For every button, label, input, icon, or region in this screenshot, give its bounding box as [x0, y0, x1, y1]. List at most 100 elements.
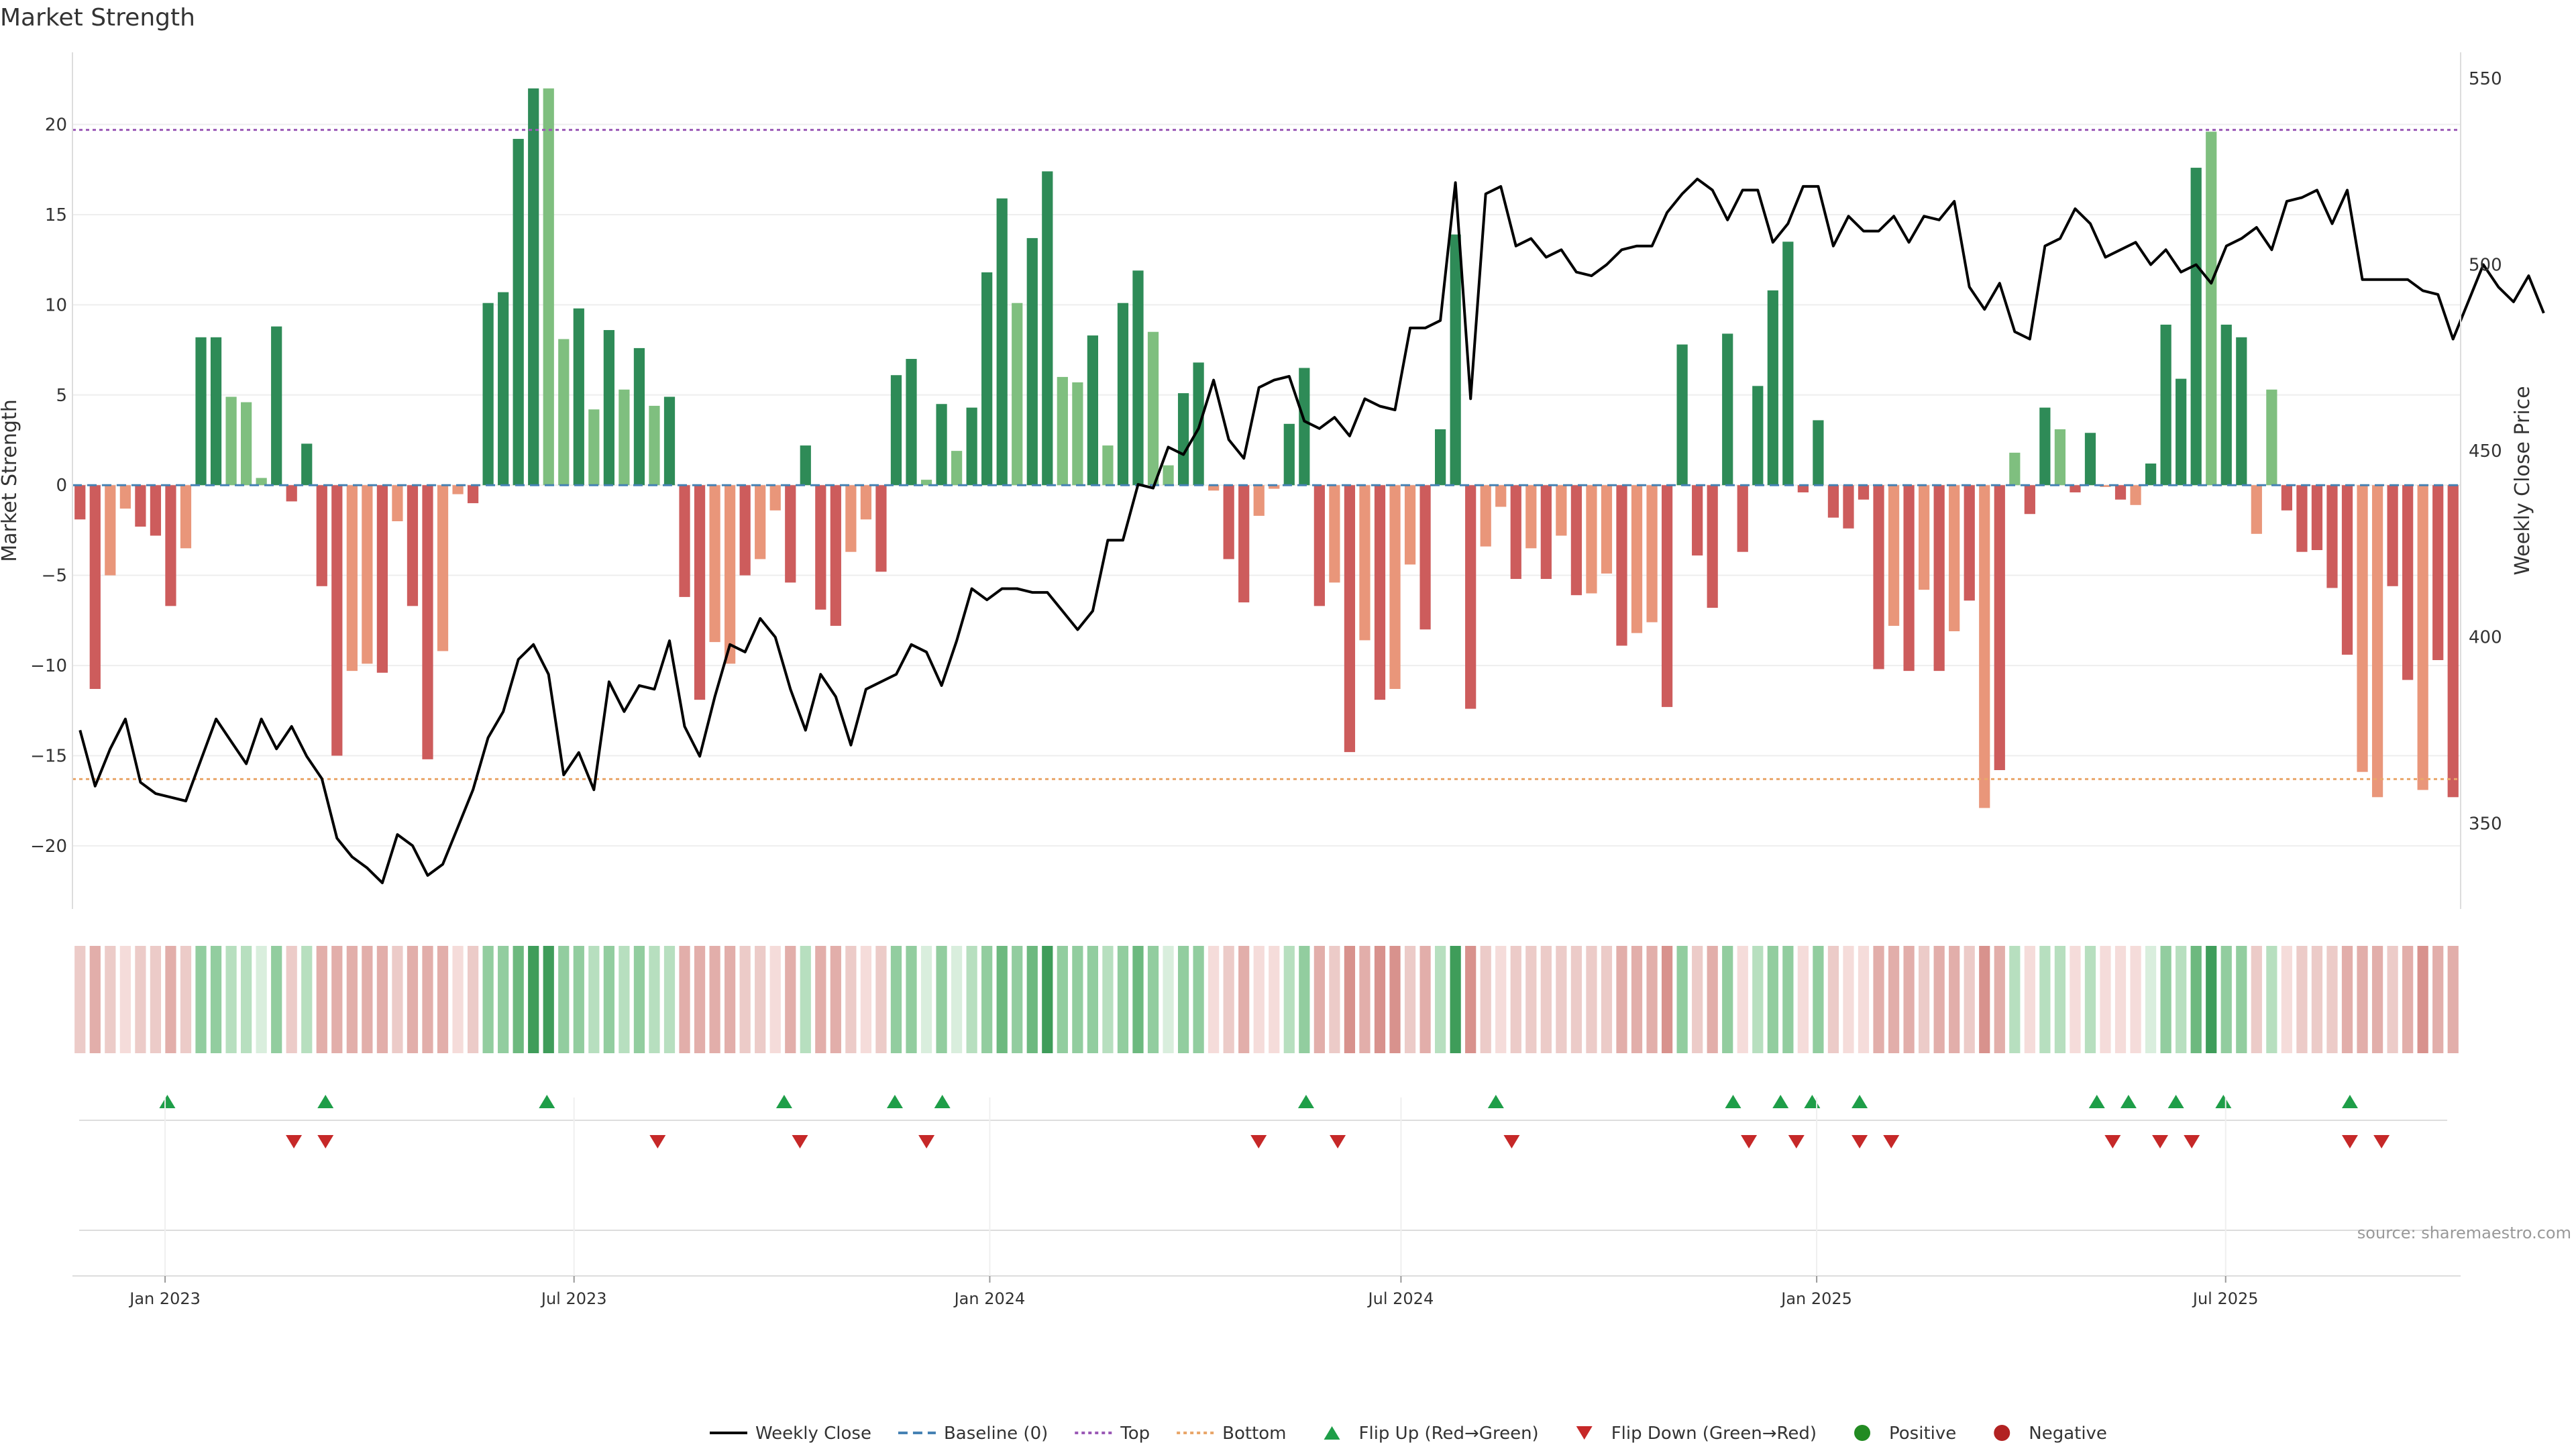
- weekly-close-series: [78, 177, 2545, 885]
- heatmap-cell: [1601, 946, 1613, 1053]
- strength-bar: [890, 375, 902, 486]
- strength-bar: [482, 303, 494, 486]
- strength-bar: [1283, 423, 1295, 486]
- heatmap-cell: [407, 946, 419, 1053]
- strength-bar: [1329, 485, 1340, 583]
- strength-bar: [2357, 485, 2368, 772]
- heatmap-cell: [1419, 946, 1431, 1053]
- x-tick-label: Jan 2024: [953, 1289, 1026, 1308]
- legend-item: Negative: [1994, 1424, 2107, 1444]
- strength-bar: [1026, 237, 1038, 486]
- heatmap-cell: [1299, 946, 1310, 1053]
- heatmap-cell: [362, 946, 373, 1053]
- legend-positive-swatch: [1854, 1425, 1871, 1441]
- heatmap-cell: [271, 946, 282, 1053]
- heatmap-cell: [2084, 946, 2096, 1053]
- heatmap-cell: [906, 946, 917, 1053]
- strength-bar: [1072, 382, 1083, 486]
- heatmap-cell: [482, 946, 494, 1053]
- strength-bar: [2160, 324, 2171, 486]
- strength-bar: [1616, 485, 1627, 646]
- heatmap-cell: [936, 946, 947, 1053]
- heatmap-cell: [1147, 946, 1159, 1053]
- strength-bar: [1163, 465, 1174, 486]
- heatmap-cell: [2266, 946, 2277, 1053]
- heatmap-cell: [1495, 946, 1507, 1053]
- flip-up-marker: [934, 1095, 951, 1108]
- strength-bar: [875, 485, 887, 572]
- legend-label: Baseline (0): [944, 1424, 1048, 1444]
- strength-bar: [2266, 389, 2277, 486]
- strength-bar: [2326, 485, 2338, 588]
- heatmap-cell: [376, 946, 388, 1053]
- heatmap-cell: [1117, 946, 1129, 1053]
- strength-bar: [301, 443, 313, 486]
- heatmap-cell: [2054, 946, 2066, 1053]
- strength-bar: [2432, 485, 2444, 660]
- heatmap-cell: [739, 946, 751, 1053]
- y-tick-label: 10: [45, 295, 67, 315]
- strength-bar: [195, 337, 207, 486]
- heatmap-cell: [452, 946, 464, 1053]
- strength-bar: [271, 326, 282, 486]
- strength-bar: [1646, 485, 1658, 623]
- heatmap-cell: [150, 946, 162, 1053]
- x-tick-label: Jul 2023: [540, 1289, 607, 1308]
- heatmap-cell: [1540, 946, 1552, 1053]
- strength-bar: [1389, 485, 1401, 690]
- strength-bar: [694, 485, 706, 700]
- strength-bar: [1631, 485, 1643, 633]
- heatmap-cell: [1949, 946, 1960, 1053]
- y-tick-label: 20: [45, 115, 67, 136]
- strength-bar: [755, 485, 766, 559]
- strength-bar: [573, 308, 584, 486]
- strength-bar: [633, 347, 645, 486]
- strength-bar: [2402, 485, 2414, 680]
- heatmap-cell: [1404, 946, 1416, 1053]
- strength-bar: [1782, 241, 1794, 486]
- heatmap-cell: [1737, 946, 1748, 1053]
- heatmap-cell: [1253, 946, 1265, 1053]
- strength-bar: [1994, 485, 2005, 770]
- flip-up-marker: [2215, 1095, 2232, 1108]
- heatmap-cell: [1994, 946, 2005, 1053]
- heatmap-cell: [165, 946, 176, 1053]
- heatmap-cell: [603, 946, 614, 1053]
- strength-bar: [2236, 337, 2247, 486]
- strength-bar: [709, 485, 720, 643]
- strength-bar: [1435, 429, 1446, 486]
- heatmap-cell: [1313, 946, 1325, 1053]
- strength-bar: [2251, 485, 2262, 534]
- heatmap-cell: [331, 946, 343, 1053]
- strength-bar: [1193, 362, 1204, 486]
- strength-bar: [165, 485, 176, 606]
- strength-bar: [1223, 485, 1234, 559]
- strength-bar: [407, 485, 419, 606]
- heatmap-cell: [633, 946, 645, 1053]
- strength-bar: [210, 337, 222, 486]
- strength-bar: [1465, 485, 1477, 709]
- strength-bar: [1404, 485, 1416, 565]
- heatmap-cell: [1827, 946, 1839, 1053]
- y-tick-label: 5: [56, 386, 67, 406]
- flip-up-marker: [1772, 1095, 1789, 1108]
- strength-bar: [2114, 485, 2127, 500]
- heatmap-cell: [210, 946, 222, 1053]
- x-tick-label: Jul 2024: [1367, 1289, 1434, 1308]
- flip-up-marker: [2120, 1095, 2137, 1108]
- strength-bar: [739, 485, 751, 576]
- strength-bar: [1767, 290, 1778, 486]
- strength-bar: [815, 485, 826, 610]
- strength-bar: [1843, 485, 1854, 529]
- heatmap-cell: [1933, 946, 1945, 1053]
- heatmap-cell: [2387, 946, 2398, 1053]
- strength-bar: [1570, 485, 1582, 596]
- strength-bar: [619, 389, 630, 486]
- strength-bar: [2206, 131, 2217, 486]
- heatmap-cell: [785, 946, 796, 1053]
- strength-bar: [135, 485, 146, 527]
- heatmap-cell: [2145, 946, 2157, 1053]
- strength-bar: [119, 485, 131, 509]
- strength-bar: [1979, 485, 1990, 808]
